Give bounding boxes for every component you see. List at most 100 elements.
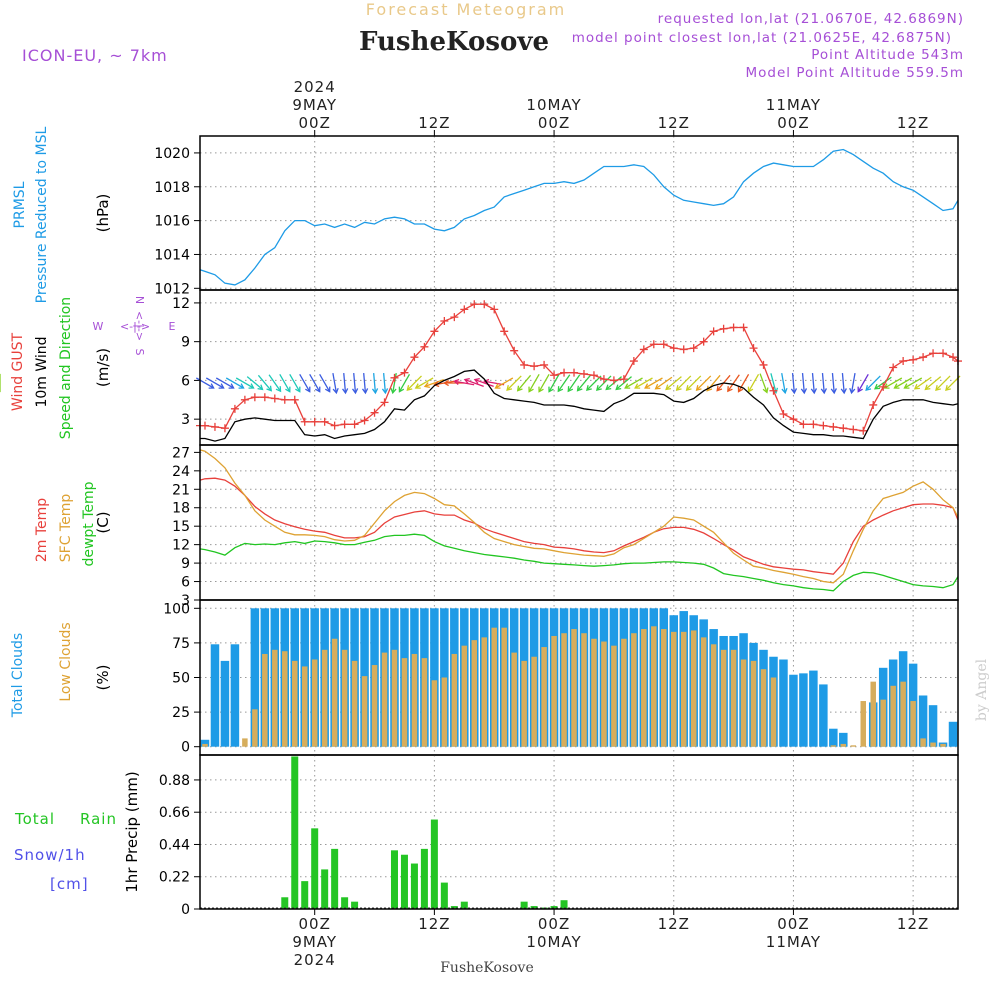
low-cloud-bar [292,660,298,747]
gust-marker [719,324,728,333]
wind-arrow-head [830,388,837,395]
gust-marker [220,424,229,433]
gust-marker [480,300,489,309]
wind-arrow-shaft [644,377,663,389]
top-time-label: 10MAY [526,96,581,114]
low-cloud-bar [471,640,478,747]
pressure-ylabel: (hPa) [94,194,112,233]
low-cloud-bar [730,649,737,747]
wind-arrow-shaft [894,377,913,389]
wind-arrow-shaft [811,372,815,394]
low-cloud-bar [850,745,857,747]
gust-marker [230,404,239,413]
gust-marker [829,422,838,431]
temperature-ytick-label: 24 [172,464,190,480]
low-cloud-bar [680,631,687,747]
wind-arrow-head [516,385,523,392]
wind-arrow-head [800,388,808,395]
wind-arrow-head [433,380,440,388]
wind-arrow [557,374,571,393]
wind-arrow-head [548,386,554,393]
rain-bar [291,756,299,909]
gust-marker [300,417,309,426]
gust-marker [530,362,539,371]
temperature-ytick-label: 27 [172,445,190,461]
wind-arrow-shaft [865,375,881,391]
low-cloud-bar [910,701,916,747]
temperature-ytick-label: 21 [172,482,190,498]
gust-marker [260,393,269,402]
gust-marker [609,376,618,385]
wind-arrow [634,377,653,389]
wind-arrow-head [857,386,863,393]
gust-marker [839,424,848,433]
compass-east: E [169,320,176,333]
low-cloud-bar [940,743,946,747]
gust-marker [330,421,339,430]
wind-arrow-shaft [299,374,311,392]
bottom-time-label: 00Z [299,915,331,933]
wind-arrow-head [528,386,534,393]
wind-arrow-shaft [398,374,411,392]
wind-arrow [351,372,359,395]
low-cloud-bar [920,738,926,747]
clouds-ytick-label: 50 [172,671,190,687]
wind-arrow-head [494,383,501,389]
wind-arrow [893,377,913,389]
wind-arrow [913,376,932,390]
gust-marker [909,355,918,364]
gust-marker [370,408,379,417]
top-time-label: 9MAY [292,96,337,114]
low-cloud-bar [671,631,677,747]
total-cloud-bar [789,674,798,747]
low-cloud-bar [621,638,627,747]
gust-marker [280,395,289,404]
compass-south: S [133,349,146,356]
gust-marker [500,327,509,336]
top-time-label: 00Z [538,114,570,132]
wind-line-10m-wind [200,369,959,442]
wind-arrow [414,377,434,389]
low-cloud-bar [661,629,667,747]
low-cloud-bar [521,660,527,747]
clouds-ytick-label: 25 [172,705,190,721]
gust-marker [759,360,768,369]
temperature-ytick-label: 3 [181,593,190,609]
wind-arrow-shaft [884,377,903,389]
bottom-time-label: 9MAY [292,933,337,951]
wind-arrow [309,374,321,393]
wind-arrow-shaft [484,380,505,386]
gust-marker [420,342,429,351]
wind-arrow [737,374,750,393]
top-time-label: 00Z [299,114,331,132]
wind-arrow [849,373,856,395]
wind-arrow [759,373,769,394]
low-cloud-bar [541,647,547,747]
rain-bar [520,901,528,909]
wind-arrow [644,377,663,389]
closest-coords: model point closest lon,lat (21.0625E, 4… [572,30,952,46]
wind-arrow-head [228,383,235,389]
pressure-label: PRMSL Pressure Reduced to MSL [12,126,50,303]
credit: by Angel [974,658,990,721]
low-cloud-bar [591,638,597,747]
wind-arrow-shaft [517,374,532,392]
snow-label: Snow/1h [14,846,86,864]
wind-arrow-shaft [392,373,397,393]
wind-arrow-head [840,388,847,395]
gust-marker [929,349,938,358]
wind-arrow-shaft [821,372,825,394]
gust-marker [879,382,888,391]
wind-arrow-shaft [676,375,692,391]
gust-marker [599,375,608,384]
gust-marker [899,357,908,366]
footer-location: FusheKosove [440,960,534,976]
gust-marker [709,327,718,336]
wind-ytick-label: 12 [172,296,190,312]
clouds-ytick-label: 75 [172,636,190,652]
wind-arrow-head [218,383,225,389]
top-time-label: 12Z [658,114,690,132]
low-cloud-bar [371,665,378,747]
clouds-ylabel: (%) [94,665,112,691]
wind-line-wind-gust [200,303,959,432]
